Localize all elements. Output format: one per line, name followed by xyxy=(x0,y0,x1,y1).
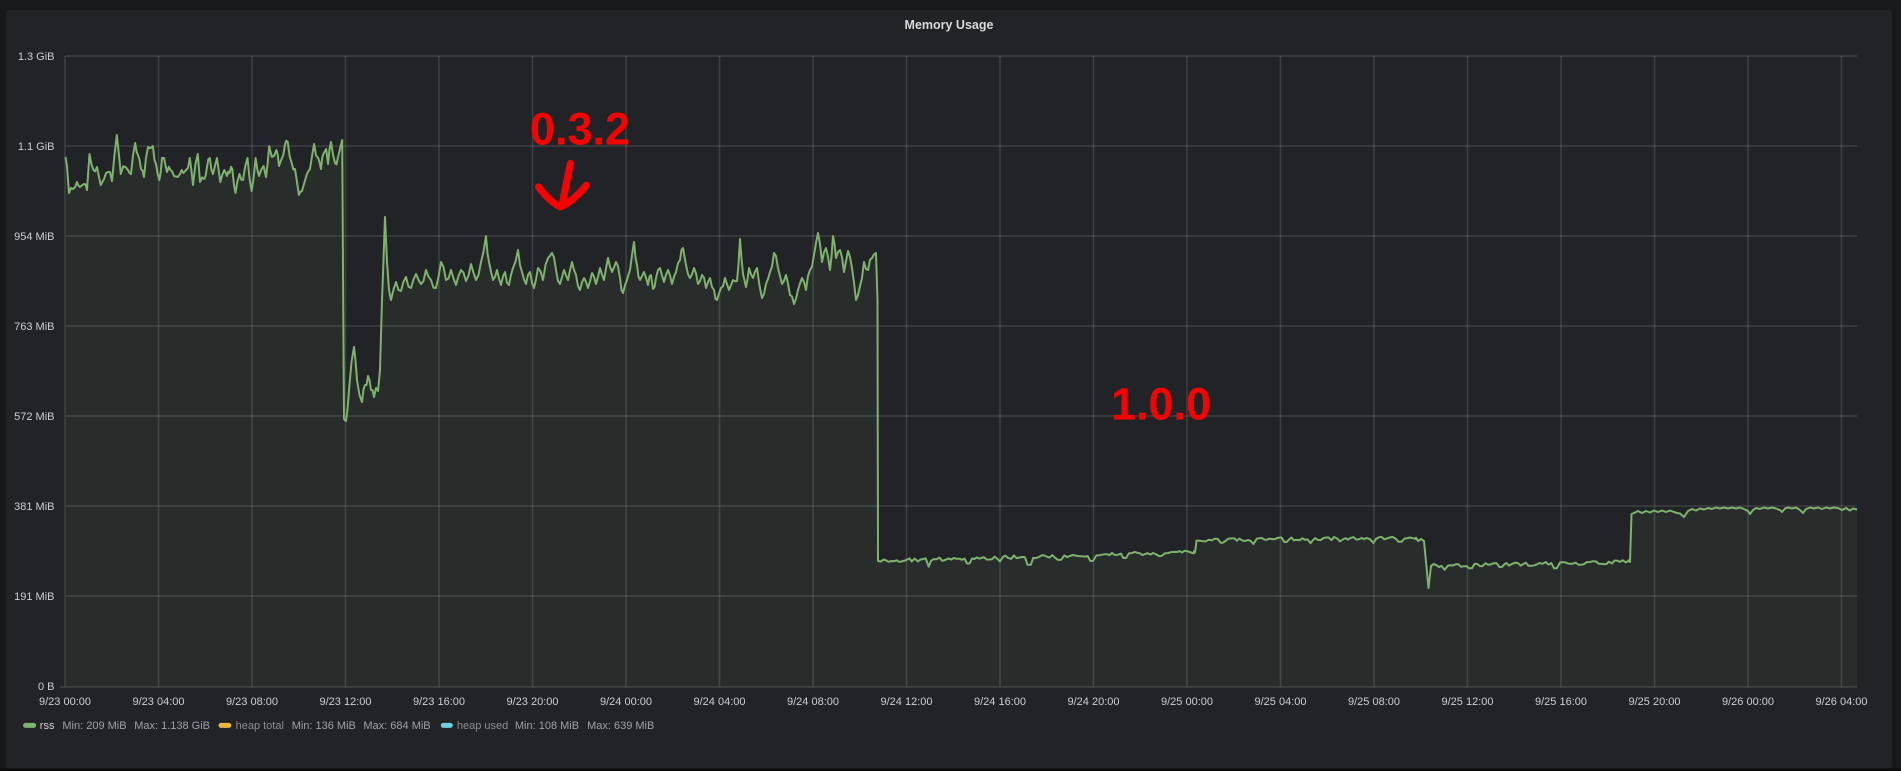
svg-text:381 MiB: 381 MiB xyxy=(14,501,54,513)
svg-text:Max: 1.138 GiB: Max: 1.138 GiB xyxy=(134,720,210,732)
svg-text:9/26 00:00: 9/26 00:00 xyxy=(1722,696,1774,708)
svg-text:9/25 20:00: 9/25 20:00 xyxy=(1629,696,1681,708)
svg-text:Max: 684 MiB: Max: 684 MiB xyxy=(363,720,430,732)
svg-text:9/24 04:00: 9/24 04:00 xyxy=(694,696,746,708)
svg-text:9/23 12:00: 9/23 12:00 xyxy=(320,696,372,708)
svg-text:heap used: heap used xyxy=(457,720,508,732)
svg-text:Min: 136 MiB: Min: 136 MiB xyxy=(292,720,356,732)
svg-text:Memory Usage: Memory Usage xyxy=(905,18,994,32)
svg-text:9/23 04:00: 9/23 04:00 xyxy=(133,696,185,708)
svg-text:9/23 16:00: 9/23 16:00 xyxy=(413,696,465,708)
svg-text:9/25 12:00: 9/25 12:00 xyxy=(1442,696,1494,708)
svg-text:9/24 00:00: 9/24 00:00 xyxy=(600,696,652,708)
svg-text:9/24 20:00: 9/24 20:00 xyxy=(1068,696,1120,708)
svg-text:rss: rss xyxy=(40,720,55,732)
svg-text:Min: 209 MiB: Min: 209 MiB xyxy=(62,720,126,732)
svg-text:0.3.2: 0.3.2 xyxy=(530,104,630,155)
svg-text:Max: 639 MiB: Max: 639 MiB xyxy=(587,720,654,732)
svg-text:9/26 04:00: 9/26 04:00 xyxy=(1816,696,1868,708)
svg-text:9/23 08:00: 9/23 08:00 xyxy=(226,696,278,708)
svg-text:Min: 108 MiB: Min: 108 MiB xyxy=(515,720,579,732)
svg-text:0 B: 0 B xyxy=(38,681,55,693)
svg-text:1.1 GiB: 1.1 GiB xyxy=(18,141,55,153)
svg-text:1.3 GiB: 1.3 GiB xyxy=(18,51,55,63)
svg-text:9/24 16:00: 9/24 16:00 xyxy=(974,696,1026,708)
svg-text:572 MiB: 572 MiB xyxy=(14,411,54,423)
svg-text:191 MiB: 191 MiB xyxy=(14,591,54,603)
svg-text:954 MiB: 954 MiB xyxy=(14,231,54,243)
svg-text:9/25 00:00: 9/25 00:00 xyxy=(1161,696,1213,708)
svg-text:9/23 00:00: 9/23 00:00 xyxy=(39,696,91,708)
svg-text:9/25 08:00: 9/25 08:00 xyxy=(1348,696,1400,708)
svg-text:9/25 16:00: 9/25 16:00 xyxy=(1535,696,1587,708)
svg-text:1.0.0: 1.0.0 xyxy=(1111,379,1211,430)
svg-text:763 MiB: 763 MiB xyxy=(14,321,54,333)
svg-text:9/24 12:00: 9/24 12:00 xyxy=(881,696,933,708)
svg-text:heap total: heap total xyxy=(236,720,284,732)
svg-text:9/25 04:00: 9/25 04:00 xyxy=(1255,696,1307,708)
svg-text:9/24 08:00: 9/24 08:00 xyxy=(787,696,839,708)
svg-text:9/23 20:00: 9/23 20:00 xyxy=(507,696,559,708)
